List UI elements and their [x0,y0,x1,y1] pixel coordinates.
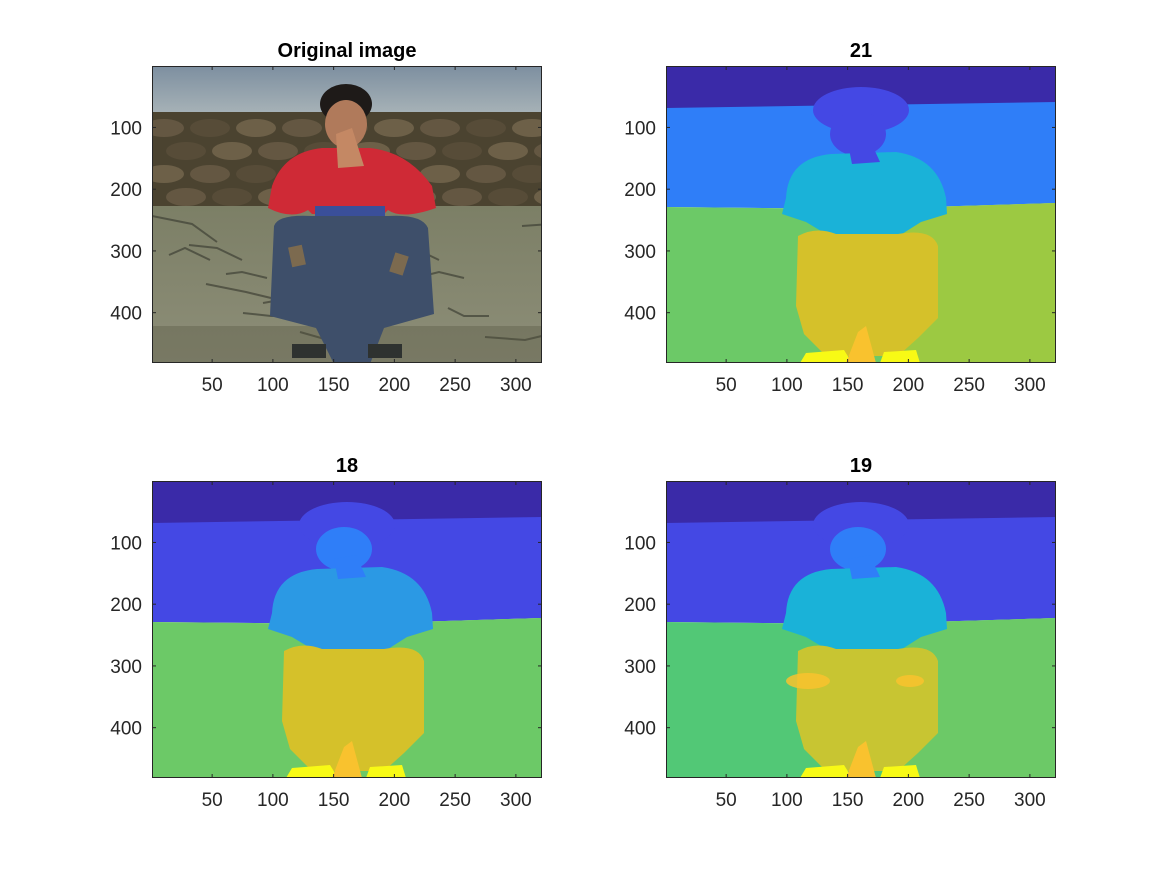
x-tick-label: 300 [1014,790,1046,811]
x-tick-label: 150 [832,790,864,811]
y-tick-label: 200 [624,180,656,201]
x-tick-label: 200 [893,790,925,811]
subplot-title: Original image [278,40,417,62]
x-tick-label: 300 [500,790,532,811]
x-tick-label: 100 [771,790,803,811]
x-tick-label: 250 [439,790,471,811]
y-tick-label: 400 [110,719,142,740]
subplot-title: 21 [850,40,872,62]
x-tick-label: 150 [318,375,350,396]
segmentation-map [666,66,1056,363]
x-tick-label: 250 [439,375,471,396]
subplot-title: 19 [850,455,872,477]
x-tick-label: 150 [318,790,350,811]
y-tick-label: 200 [624,595,656,616]
segmentation-map [152,481,542,778]
axes-box [152,481,542,778]
x-tick-label: 50 [202,790,223,811]
x-tick-label: 300 [1014,375,1046,396]
y-tick-label: 300 [110,242,142,263]
axes-box [666,66,1056,363]
y-tick-label: 100 [624,533,656,554]
x-tick-label: 50 [716,375,737,396]
x-tick-label: 250 [953,790,985,811]
y-tick-label: 400 [110,304,142,325]
subplot-3: 18 50 100 150 200 250 300 100 200 300 400 [110,455,542,811]
y-tick-label: 300 [624,242,656,263]
x-tick-label: 200 [893,375,925,396]
axes-box [666,481,1056,778]
x-tick-label: 200 [379,375,411,396]
y-tick-label: 100 [110,533,142,554]
subplot-title: 18 [336,455,358,477]
y-tick-label: 400 [624,304,656,325]
x-tick-label: 100 [257,375,289,396]
x-tick-label: 100 [771,375,803,396]
y-tick-label: 200 [110,595,142,616]
y-tick-label: 400 [624,719,656,740]
segmentation-map [666,481,1056,778]
y-tick-label: 100 [624,118,656,139]
y-tick-label: 100 [110,118,142,139]
x-tick-label: 100 [257,790,289,811]
x-tick-label: 50 [716,790,737,811]
x-tick-label: 50 [202,375,223,396]
y-tick-label: 300 [110,657,142,678]
y-tick-label: 200 [110,180,142,201]
x-tick-label: 150 [832,375,864,396]
original-photo [152,66,542,363]
x-tick-label: 300 [500,375,532,396]
y-tick-label: 300 [624,657,656,678]
subplot-1: Original image 50 100 150 200 250 300 100 200 300… [110,40,542,396]
subplot-2: 21 50 100 150 200 250 300 100 200 300 400 [624,40,1056,396]
subplot-4: 19 50 100 150 200 250 300 100 200 300 400 [624,455,1056,811]
axes-box [152,66,542,363]
x-tick-label: 200 [379,790,411,811]
x-tick-label: 250 [953,375,985,396]
